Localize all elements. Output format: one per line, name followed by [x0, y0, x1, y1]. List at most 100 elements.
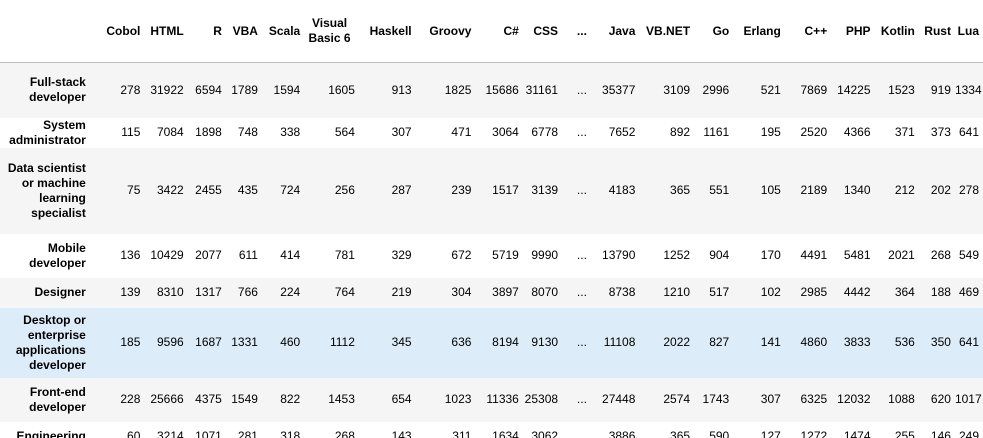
table-cell: 6594 — [187, 62, 226, 118]
table-cell: 8070 — [531, 285, 559, 299]
table-cell: 345 — [391, 335, 412, 349]
table-cell: 2520 — [800, 125, 828, 139]
header-row: Cobol HTML R VBA Scala Visual Basic 6 Ha… — [0, 0, 983, 63]
table-cell: 919 — [918, 62, 955, 118]
column-header: Visual Basic 6 — [308, 16, 351, 45]
column-header: C# — [503, 23, 519, 38]
table-cell: 25308 — [524, 392, 559, 406]
table-cell: 748 — [237, 125, 258, 139]
table-cell: 8194 — [492, 335, 519, 349]
column-header: ... — [576, 23, 587, 38]
table-cell: 373 — [930, 125, 951, 139]
table-cell: 1789 — [225, 62, 262, 118]
table-cell: 590 — [709, 429, 730, 438]
table-cell: 13790 — [602, 248, 636, 262]
table-cell: 212 — [894, 183, 915, 197]
table-cell: 2077 — [195, 248, 222, 262]
table-cell: 3062 — [531, 429, 559, 438]
table-cell: 827 — [709, 335, 730, 349]
table-cell: 435 — [237, 183, 258, 197]
table-cell: ... — [576, 392, 587, 406]
table-row: Mobile developer 136 10429 2077 611 414 … — [0, 233, 983, 278]
table-row: Full-stack developer 278 31922 6594 1789… — [0, 62, 983, 118]
table-cell: 781 — [334, 248, 355, 262]
table-cell: 9596 — [157, 335, 184, 349]
table-cell: 641 — [958, 125, 979, 139]
table-cell: 4183 — [608, 183, 636, 197]
table-cell: 146 — [930, 429, 951, 438]
table-cell: 1687 — [195, 335, 222, 349]
table-cell: ... — [576, 183, 587, 197]
column-header: Go — [712, 23, 730, 38]
table-cell: 11108 — [603, 335, 636, 349]
table-cell: 1071 — [195, 429, 222, 438]
table-cell: 620 — [930, 392, 951, 406]
table-cell: 414 — [280, 248, 301, 262]
table-cell: 195 — [760, 125, 781, 139]
table-cell: 136 — [120, 248, 141, 262]
table-cell: 31161 — [522, 62, 563, 118]
table-cell: 364 — [894, 285, 915, 299]
table-cell: 228 — [120, 392, 141, 406]
table-cell: 14225 — [831, 62, 875, 118]
table-cell: 2022 — [663, 335, 691, 349]
table-cell: 278 — [93, 62, 145, 118]
table-cell: 3109 — [639, 62, 695, 118]
table-cell: 536 — [894, 335, 915, 349]
table-cell: ... — [576, 125, 587, 139]
table-cell: 4375 — [195, 392, 222, 406]
table-cell: 115 — [121, 125, 141, 139]
table-cell: 724 — [280, 183, 301, 197]
table-cell: 2985 — [800, 285, 828, 299]
table-cell: 1825 — [415, 62, 476, 118]
table-row: Front-end developer 228 25666 4375 1549 … — [0, 377, 983, 422]
table-cell: 1331 — [231, 335, 258, 349]
table-cell: 1317 — [195, 285, 222, 299]
table-cell: 3214 — [157, 429, 184, 438]
column-header: CSS — [533, 23, 559, 38]
table-cell: 469 — [958, 285, 979, 299]
table-cell: 892 — [670, 125, 691, 139]
table-cell: 641 — [958, 335, 979, 349]
table-cell: 636 — [451, 335, 472, 349]
table-cell: 8310 — [157, 285, 184, 299]
table-cell: 3897 — [492, 285, 519, 299]
column-header: Groovy — [429, 23, 472, 38]
column-header: Kotlin — [880, 23, 915, 38]
column-header: Cobol — [106, 23, 141, 38]
table-cell: 1017 — [954, 392, 982, 406]
table-cell: 2189 — [800, 183, 828, 197]
row-label: Engineering — [16, 429, 86, 438]
table-cell: 365 — [670, 429, 691, 438]
table-cell: 11336 — [486, 392, 519, 406]
table-cell: 31922 — [144, 62, 188, 118]
table-cell: 460 — [280, 335, 301, 349]
table-cell: 551 — [709, 183, 730, 197]
table-cell: 654 — [391, 392, 412, 406]
table-cell: 4442 — [843, 285, 871, 299]
table-cell: 7869 — [784, 62, 832, 118]
table-cell: 350 — [930, 335, 951, 349]
table-cell: 7652 — [608, 125, 636, 139]
table-cell: 141 — [760, 335, 781, 349]
table-cell: 6325 — [800, 392, 828, 406]
column-header: Erlang — [743, 23, 781, 38]
column-header: Haskell — [369, 23, 412, 38]
table-cell: 1474 — [843, 429, 871, 438]
table-cell: 255 — [894, 429, 915, 438]
table-cell: 766 — [237, 285, 258, 299]
table-cell: 1549 — [231, 392, 258, 406]
table-cell: 15686 — [475, 62, 523, 118]
table-cell: 1112 — [329, 335, 355, 349]
column-header: PHP — [845, 23, 871, 38]
table-cell: 2021 — [888, 248, 915, 262]
table-cell: 1743 — [702, 392, 730, 406]
table-cell: 1272 — [800, 429, 828, 438]
table-cell: 3422 — [157, 183, 184, 197]
table-cell: 5719 — [492, 248, 519, 262]
table-cell: 8738 — [608, 285, 636, 299]
table-cell: ... — [576, 429, 587, 438]
table-cell: 25666 — [150, 392, 184, 406]
table-row: Engineering 60 3214 1071 281 318 268 143… — [0, 421, 983, 438]
